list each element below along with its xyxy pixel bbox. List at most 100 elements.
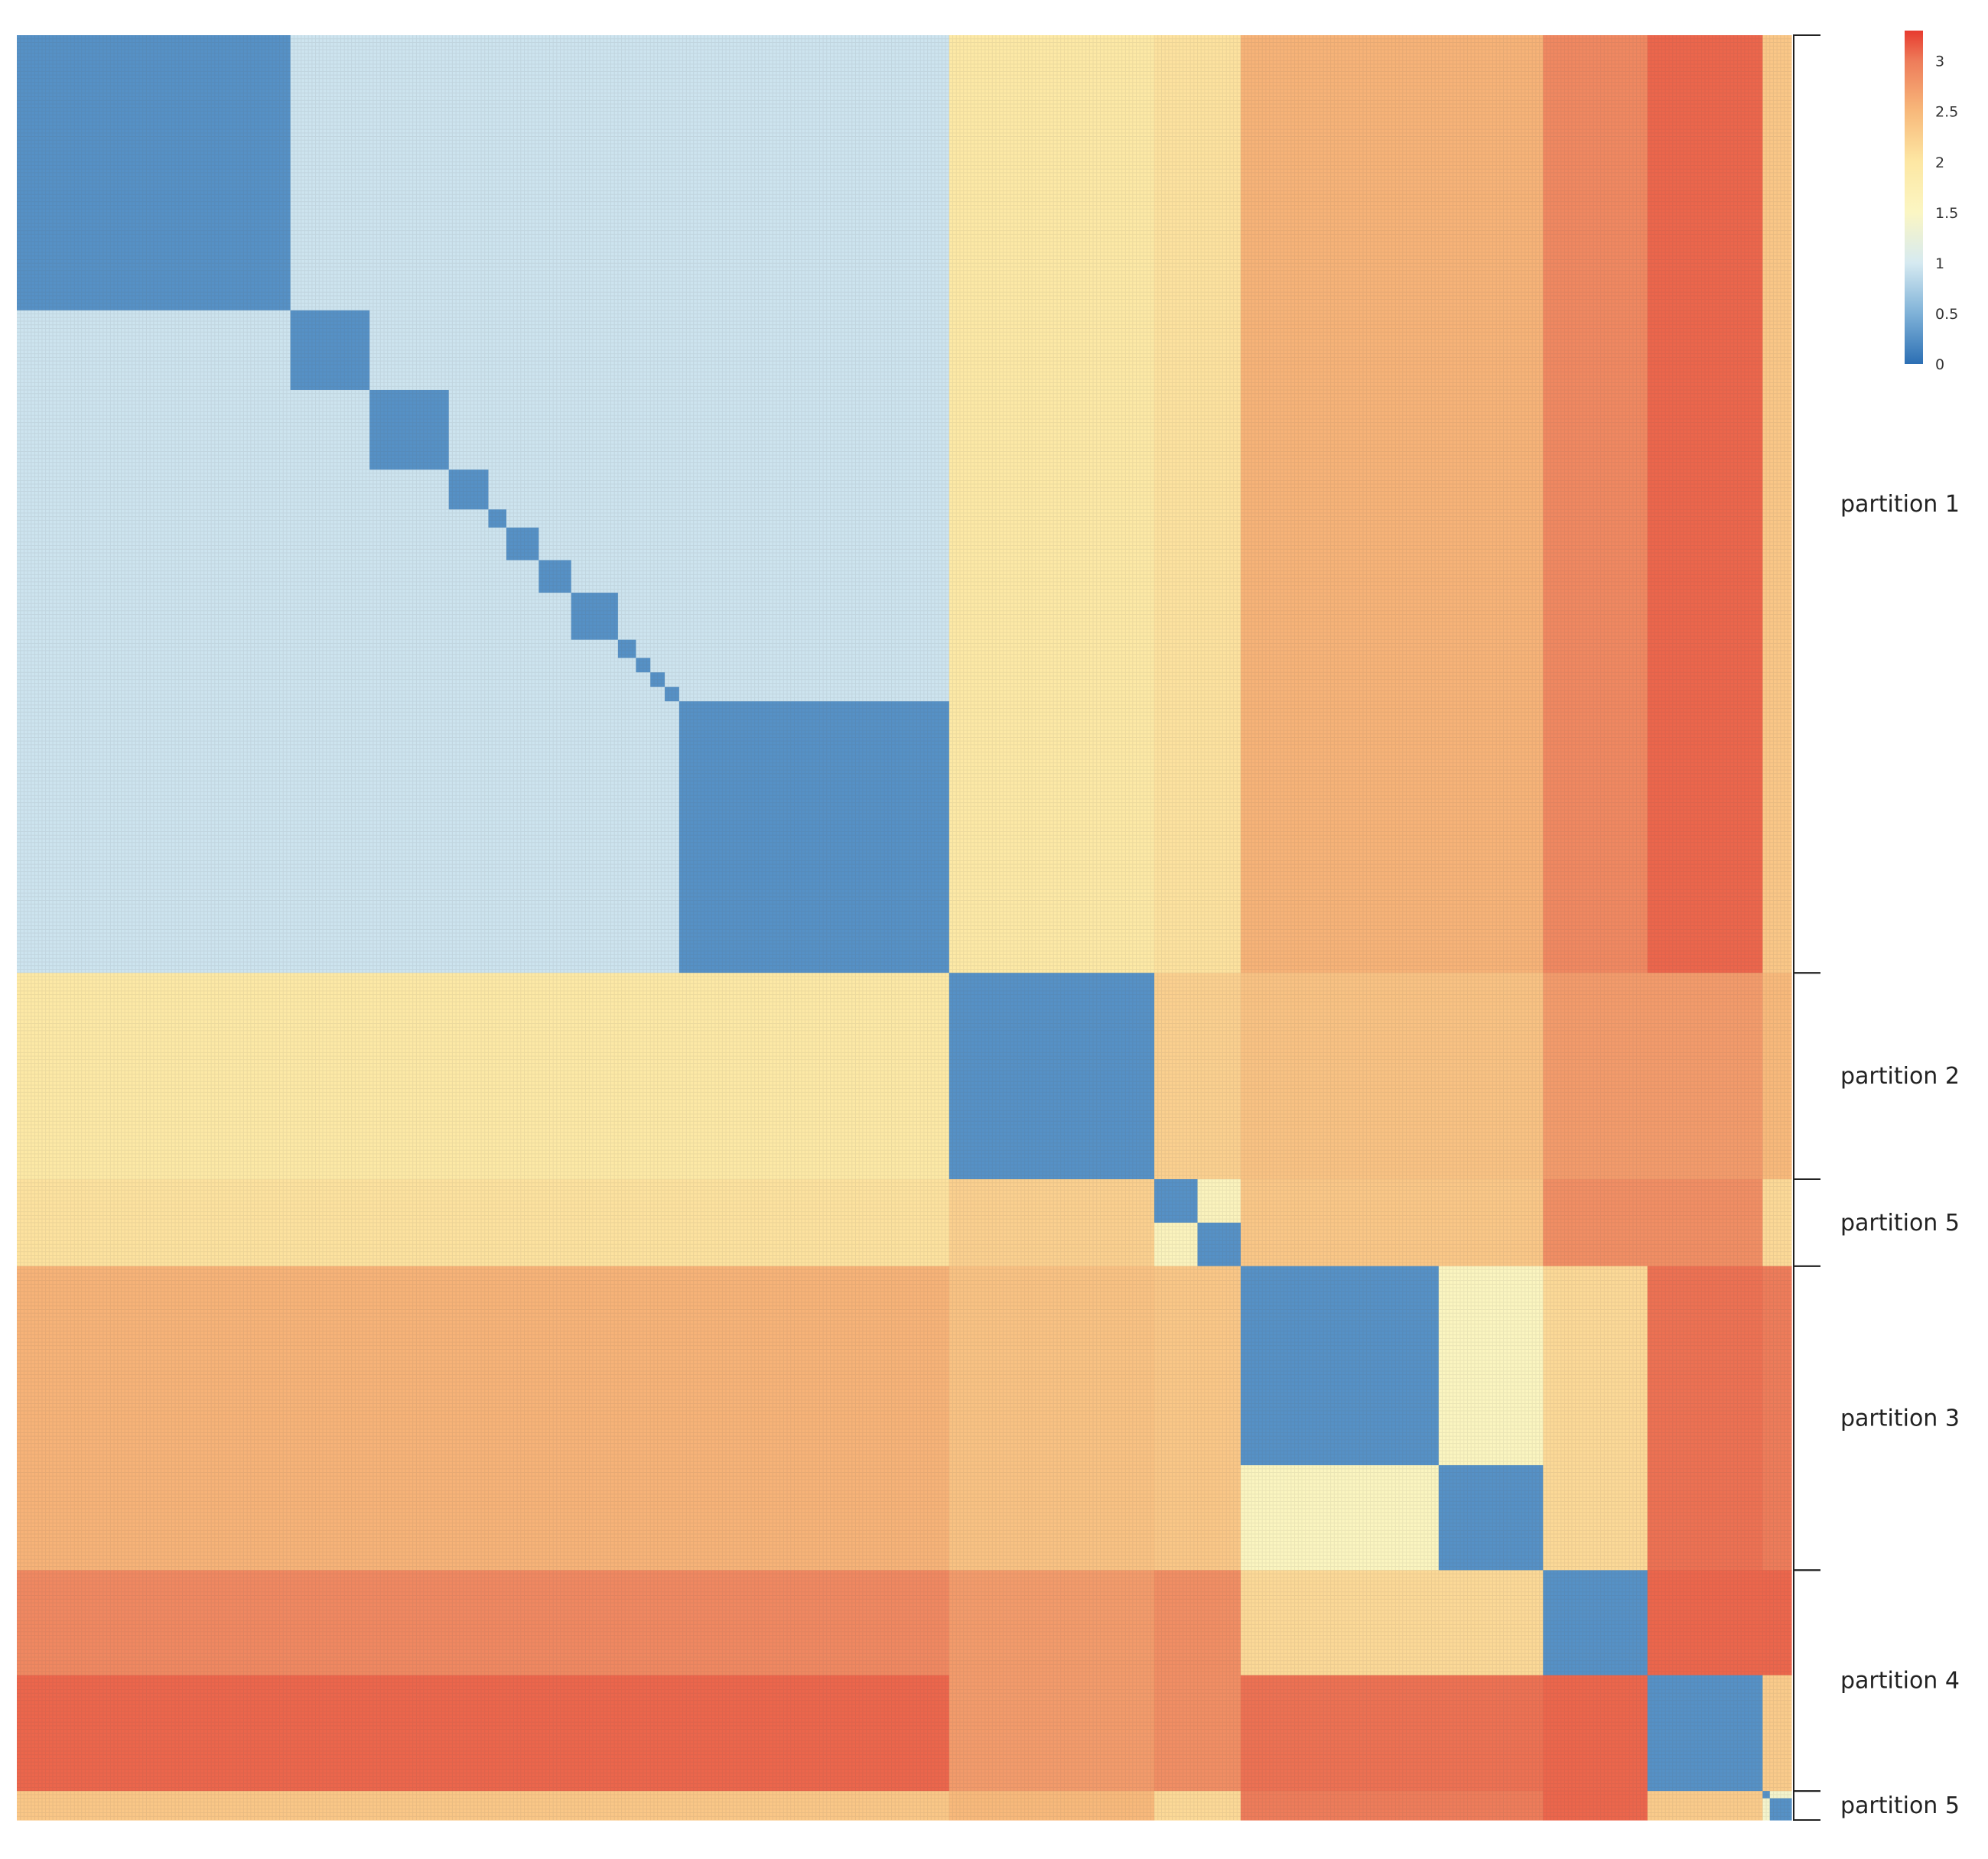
heatmap-block-K-O: [1154, 672, 1199, 687]
heatmap-block-H-M: [678, 593, 950, 641]
heatmap-block-J-N: [948, 658, 1155, 673]
heatmap-block-N-P: [1197, 973, 1241, 1180]
heatmap-block-G-I: [617, 560, 637, 593]
heatmap-block-F-I: [617, 527, 637, 561]
heatmap-block-Q-M: [678, 1266, 950, 1466]
heatmap-block-D-C: [369, 470, 450, 510]
heatmap-block-N-J: [636, 973, 651, 1180]
heatmap-block-K-A: [17, 672, 291, 687]
heatmap-block-O-B: [290, 1179, 370, 1224]
heatmap-block-U-O: [1154, 1791, 1199, 1799]
heatmap-block-F-R: [1438, 527, 1544, 561]
heatmap-block-M-V: [1769, 701, 1792, 973]
heatmap-block-O-C: [369, 1179, 450, 1224]
heatmap-block-D-H: [571, 470, 619, 510]
heatmap-block-R-J: [636, 1465, 651, 1571]
heatmap-block-P-K: [650, 1222, 665, 1267]
heatmap-block-H-E: [488, 593, 507, 641]
heatmap-block-J-F: [506, 658, 539, 673]
heatmap-block-B-O: [1154, 310, 1199, 391]
heatmap-block-Q-E: [488, 1266, 507, 1466]
heatmap-block-T-A: [17, 1675, 291, 1792]
heatmap-block-L-I: [617, 687, 637, 702]
heatmap-block-D-D: [448, 470, 490, 510]
heatmap-block-J-S: [1543, 658, 1648, 673]
heatmap-block-E-V: [1769, 509, 1792, 528]
partition-label-5: partition 4: [1840, 1668, 1960, 1695]
heatmap-block-J-Q: [1241, 658, 1440, 673]
heatmap-block-V-L: [665, 1798, 680, 1821]
heatmap-block-B-D: [448, 310, 490, 391]
heatmap-block-D-O: [1154, 470, 1199, 510]
heatmap-block-P-C: [369, 1222, 450, 1267]
heatmap-block-L-P: [1197, 687, 1241, 702]
heatmap-block-N-E: [488, 973, 507, 1180]
heatmap-block-A-A: [17, 35, 291, 311]
heatmap-block-R-M: [678, 1465, 950, 1571]
heatmap-block-T-H: [571, 1675, 619, 1792]
heatmap-block-N-M: [678, 973, 950, 1180]
heatmap-block-P-L: [665, 1222, 680, 1267]
heatmap-block-U-Q: [1241, 1791, 1440, 1799]
heatmap-block-L-T: [1647, 687, 1763, 702]
heatmap-block-Q-P: [1197, 1266, 1241, 1466]
heatmap-block-E-A: [17, 509, 291, 528]
heatmap-block-L-N: [948, 687, 1155, 702]
heatmap-block-F-J: [636, 527, 651, 561]
heatmap-block-T-Q: [1241, 1675, 1440, 1792]
heatmap-block-K-I: [617, 672, 637, 687]
heatmap-block-V-Q: [1241, 1798, 1440, 1821]
heatmap-block-V-A: [17, 1798, 291, 1821]
heatmap-block-D-Q: [1241, 470, 1440, 510]
heatmap-block-O-K: [650, 1179, 665, 1224]
heatmap-block-U-D: [448, 1791, 490, 1799]
heatmap-block-H-F: [506, 593, 539, 641]
heatmap-block-V-T: [1647, 1798, 1763, 1821]
heatmap-block-U-A: [17, 1791, 291, 1799]
heatmap-block-P-E: [488, 1222, 507, 1267]
heatmap-block-M-N: [948, 701, 1155, 973]
heatmap-block-D-V: [1769, 470, 1792, 510]
heatmap-block-I-Q: [1241, 639, 1440, 658]
heatmap-block-K-N: [948, 672, 1155, 687]
heatmap-block-E-T: [1647, 509, 1763, 528]
heatmap-block-O-O: [1154, 1179, 1199, 1224]
heatmap-block-V-M: [678, 1798, 950, 1821]
heatmap-block-G-S: [1543, 560, 1648, 593]
heatmap-block-M-G: [538, 701, 572, 973]
heatmap-block-B-V: [1769, 310, 1792, 391]
heatmap-block-B-G: [538, 310, 572, 391]
heatmap-block-F-Q: [1241, 527, 1440, 561]
heatmap-block-I-M: [678, 639, 950, 658]
heatmap-block-B-T: [1647, 310, 1763, 391]
heatmap-block-O-U: [1762, 1179, 1771, 1224]
heatmap-block-G-C: [369, 560, 450, 593]
heatmap-block-Q-B: [290, 1266, 370, 1466]
heatmap-block-H-G: [538, 593, 572, 641]
heatmap-block-D-K: [650, 470, 665, 510]
heatmap-block-Q-S: [1543, 1266, 1648, 1466]
heatmap-block-F-N: [948, 527, 1155, 561]
heatmap-block-B-P: [1197, 310, 1241, 391]
heatmap-block-I-F: [506, 639, 539, 658]
heatmap-block-N-L: [665, 973, 680, 1180]
partition-label-2: partition 2: [1840, 1063, 1960, 1090]
heatmap-block-L-D: [448, 687, 490, 702]
heatmap-block-E-P: [1197, 509, 1241, 528]
heatmap-block-G-B: [290, 560, 370, 593]
heatmap-block-C-I: [617, 389, 637, 470]
heatmap-block-I-B: [290, 639, 370, 658]
heatmap-block-C-T: [1647, 389, 1763, 470]
heatmap-block-N-R: [1438, 973, 1544, 1180]
heatmap-block-Q-K: [650, 1266, 665, 1466]
heatmap-block-L-H: [571, 687, 619, 702]
heatmap-block-A-H: [571, 35, 619, 311]
heatmap-block-K-D: [448, 672, 490, 687]
heatmap-block-B-C: [369, 310, 450, 391]
heatmap-block-G-L: [665, 560, 680, 593]
heatmap-block-C-A: [17, 389, 291, 470]
heatmap-block-N-B: [290, 973, 370, 1180]
heatmap-block-I-I: [617, 639, 637, 658]
heatmap-block-P-S: [1543, 1222, 1648, 1267]
heatmap-block-B-K: [650, 310, 665, 391]
